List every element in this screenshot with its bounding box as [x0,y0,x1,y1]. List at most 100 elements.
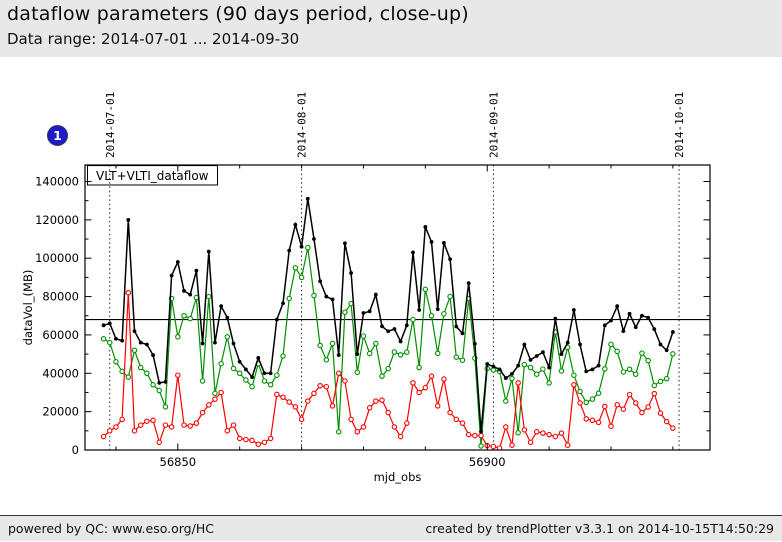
data-point-black [318,279,323,284]
data-point-red [478,432,484,439]
data-point-black [151,353,155,357]
data-point-black [392,327,397,331]
data-point-red [441,376,447,382]
y-axis-title: dataVol_(MB) [21,270,35,346]
data-point-green [441,311,447,317]
data-point-green [515,429,521,436]
data-point-black [522,342,527,347]
data-point-green [137,364,144,371]
data-point-green [595,390,602,396]
data-point-green [416,364,422,371]
data-point-red [626,391,633,398]
data-point-red [639,409,645,416]
data-point-red [267,435,274,442]
data-point-red [410,380,416,386]
data-point-black [163,380,168,384]
report-header: dataflow parameters (90 days period, clo… [0,0,782,57]
data-point-black [343,241,347,246]
data-point-black [578,342,582,347]
data-point-black [225,315,230,320]
data-point-black [658,342,663,347]
data-point-red [305,398,311,404]
data-point-black [609,318,613,323]
data-point-red [434,403,441,409]
y-tick-label: 20000 [42,405,79,419]
data-point-red [274,391,280,398]
data-point-black [534,354,539,358]
data-point-green [311,292,317,299]
data-point-black [324,294,329,299]
data-point-red [490,443,497,450]
data-point-black [268,371,273,376]
data-point-red [199,409,206,416]
data-point-red [496,445,503,450]
report-footer: powered by QC: www.eso.org/HC created by… [0,515,782,541]
data-point-black [349,271,353,275]
data-point-green [509,375,515,382]
data-point-red [107,428,113,434]
plot-frame [84,164,711,451]
data-point-black [262,371,267,376]
data-point-green [626,366,633,373]
data-point-red [168,424,175,430]
data-point-green [410,316,416,323]
data-point-black [312,237,316,241]
data-point-red [261,439,268,446]
y-tick-label: 80000 [42,290,79,304]
data-point-green [527,364,534,371]
data-point-red [323,383,330,390]
data-point-green [459,357,466,363]
data-point-black [423,225,428,229]
data-point-black [584,369,589,374]
data-point-red [224,428,231,434]
data-point-green [131,347,138,354]
data-point-black [435,307,440,312]
data-point-green [354,369,361,376]
data-point-red [533,429,540,435]
data-point-green [243,377,249,383]
data-point-black [640,313,644,318]
data-point-red [663,418,670,425]
data-point-green [614,348,620,355]
data-point-black [367,309,372,314]
data-point-green [187,315,193,322]
dataflow-chart: 56850 56900020000400006000080000100000120… [21,92,711,484]
data-point-red [335,370,342,377]
data-point-red [175,372,181,378]
data-point-black [305,196,310,201]
data-point-black [646,315,651,320]
data-point-black [472,341,477,346]
data-point-black [169,273,174,278]
data-point-black [373,292,378,297]
data-point-red [453,416,460,423]
data-point-green [305,244,311,251]
data-point-black [380,324,384,329]
data-point-red [280,394,286,401]
data-point-black [144,342,149,347]
data-point-red [459,420,466,426]
data-point-red [632,400,639,406]
data-point-green [521,361,528,368]
data-point-green [657,378,664,385]
data-point-green [385,365,391,372]
data-point-black [510,371,514,376]
data-point-black [491,364,496,369]
x-axis-title: mjd_obs [374,470,422,484]
data-point-green [558,368,565,374]
data-point-red [546,431,552,438]
data-point-red [620,406,627,412]
month-label: 2014-08-01 [296,92,309,158]
data-point-green [663,375,670,382]
data-point-green [162,404,169,410]
data-point-black [466,281,471,286]
data-point-black [336,353,341,357]
data-point-red [583,416,589,422]
data-point-green [274,372,280,378]
data-point-green [602,366,608,372]
data-point-green [577,388,583,395]
data-point-red [311,390,317,397]
data-point-green [323,357,330,363]
data-point-black [633,325,638,330]
data-point-black [541,350,545,355]
data-point-black [652,327,657,332]
